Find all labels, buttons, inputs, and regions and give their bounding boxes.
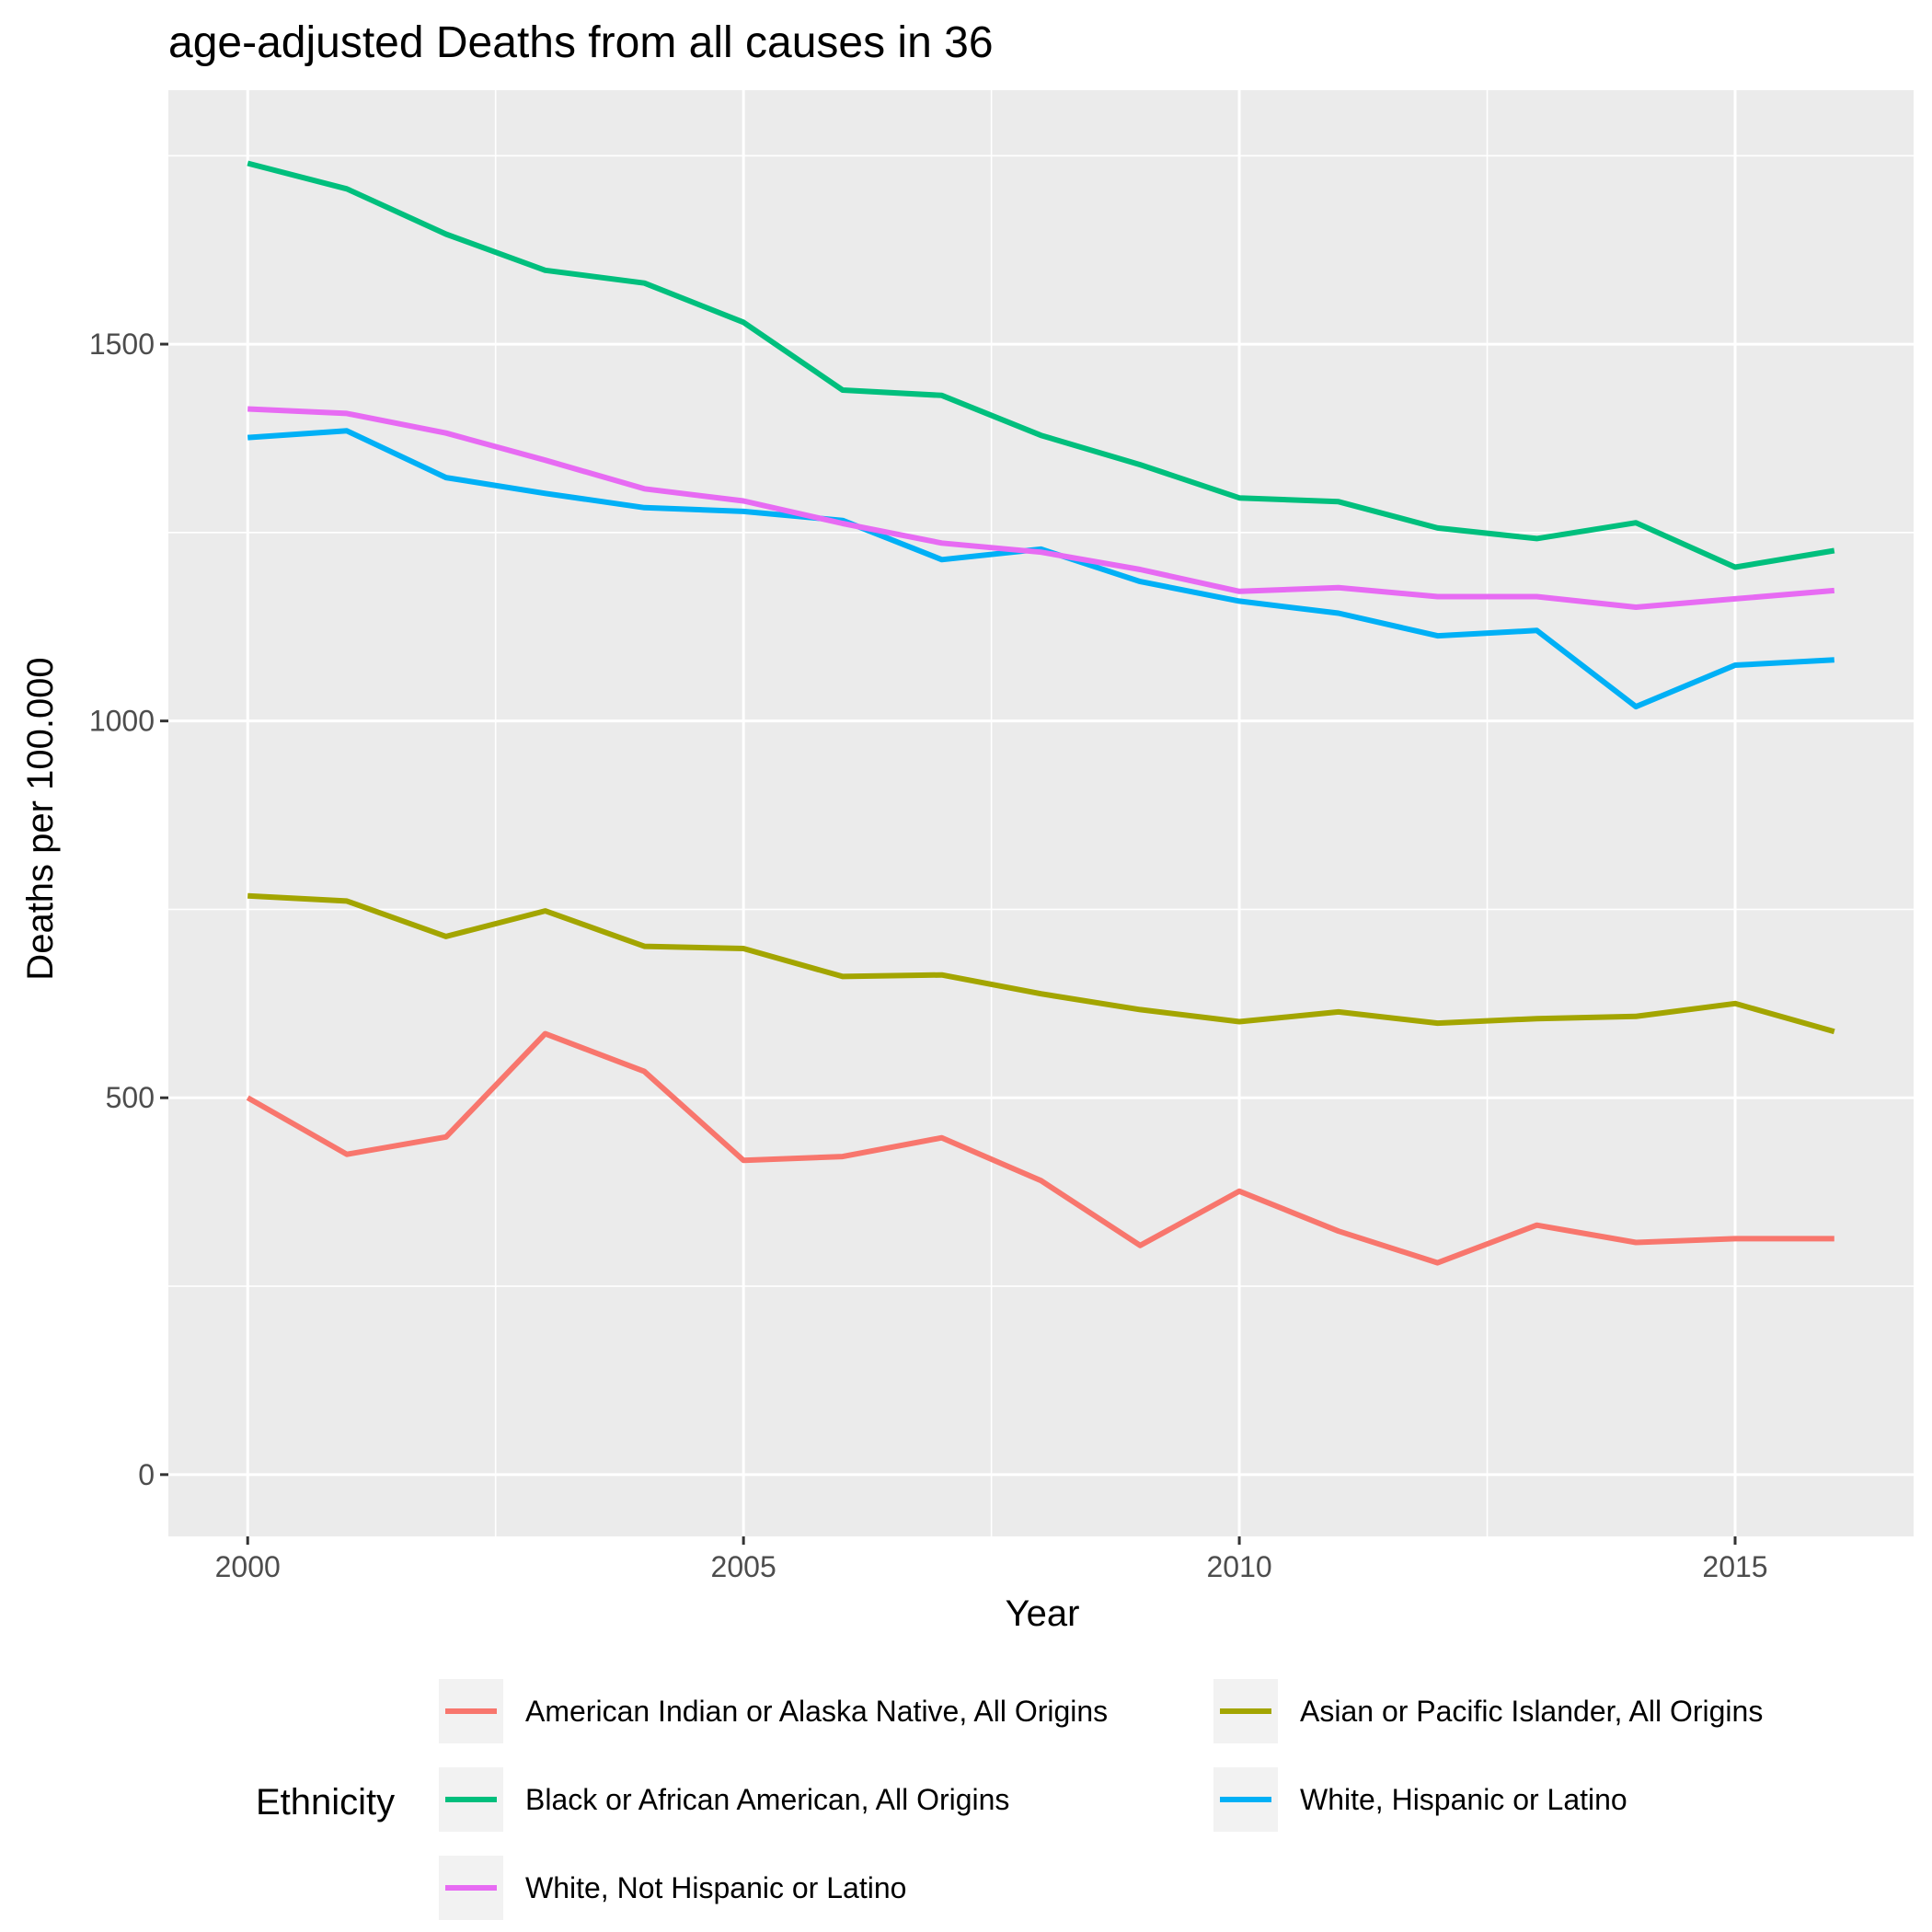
y-tick-label: 1000 [89, 705, 155, 738]
legend-label: White, Not Hispanic or Latino [525, 1871, 906, 1904]
plot-panel [168, 90, 1914, 1536]
x-tick-label: 2015 [1702, 1550, 1767, 1583]
y-axis: 0 500 1000 1500 [89, 328, 168, 1491]
x-axis: 2000 2005 2010 2015 [215, 1536, 1768, 1583]
legend-title: Ethnicity [256, 1782, 395, 1823]
legend: Ethnicity American Indian or Alaska Nati… [256, 1679, 1763, 1920]
major-gridlines [168, 90, 1914, 1536]
x-tick-label: 2000 [215, 1550, 281, 1583]
x-axis-title: Year [1006, 1593, 1080, 1634]
series-line [247, 892, 1835, 1035]
legend-label: American Indian or Alaska Native, All Or… [525, 1695, 1108, 1728]
legend-label: Asian or Pacific Islander, All Origins [1300, 1695, 1763, 1728]
series-line [247, 428, 1834, 710]
y-axis-title: Deaths per 100.000 [20, 657, 61, 980]
series-line [247, 406, 1835, 610]
legend-label: White, Hispanic or Latino [1300, 1783, 1627, 1816]
y-tick-label: 0 [138, 1458, 155, 1491]
series-line [247, 160, 1835, 570]
chart-title: age-adjusted Deaths from all causes in 3… [168, 18, 994, 67]
series-lines [246, 160, 1835, 1266]
y-tick-label: 500 [106, 1081, 155, 1114]
x-tick-label: 2010 [1206, 1550, 1271, 1583]
minor-gridlines [168, 90, 1914, 1536]
y-tick-label: 1500 [89, 328, 155, 361]
legend-label: Black or African American, All Origins [525, 1783, 1009, 1816]
series-line [246, 1030, 1834, 1266]
x-tick-label: 2005 [711, 1550, 776, 1583]
